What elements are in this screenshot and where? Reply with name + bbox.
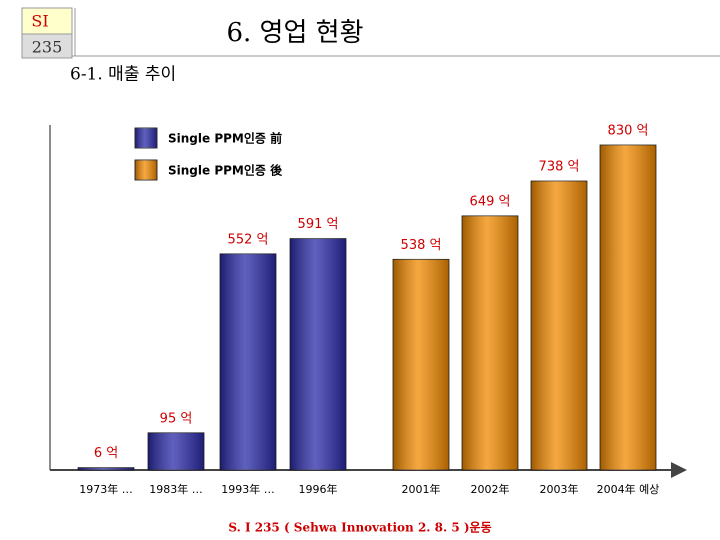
- x-tick-label: 2004年 예상: [597, 482, 660, 496]
- x-tick-label: 1973年 …: [79, 482, 133, 496]
- value-label: 6 억: [94, 446, 118, 461]
- value-label: 830 억: [608, 124, 649, 139]
- bar-shine: [393, 259, 449, 470]
- title: 6. 영업 현황: [226, 18, 363, 48]
- value-label: 95 억: [160, 411, 193, 426]
- x-tick-label: 1996年: [299, 482, 338, 496]
- value-label: 591 억: [298, 217, 339, 232]
- bar-shine: [462, 215, 518, 470]
- value-label: 538 억: [401, 238, 442, 253]
- subtitle: 6-1. 매출 추이: [70, 65, 176, 85]
- badge-top: SI: [31, 12, 48, 31]
- bar-shine: [531, 181, 587, 470]
- bar-shine: [290, 238, 346, 470]
- badge-bottom: 235: [32, 38, 63, 57]
- bar-shine: [220, 253, 276, 470]
- legend-swatch-shine: [135, 160, 157, 180]
- badge-bottom-box: [21, 33, 73, 59]
- footer: S. I 235 ( Sehwa Innovation 2. 8. 5 )운동: [228, 520, 491, 535]
- legend-label: Single PPM인증 後: [168, 163, 283, 178]
- x-tick-label: 2001年: [402, 482, 441, 496]
- bar-shine: [78, 467, 134, 470]
- legend-swatch-shine: [135, 128, 157, 148]
- x-tick-label: 1993年 …: [221, 482, 275, 496]
- x-tick-label: 2002年: [471, 482, 510, 496]
- x-tick-label: 1983年 …: [149, 482, 203, 496]
- x-tick-label: 2003年: [540, 482, 579, 496]
- value-label: 738 억: [539, 160, 580, 175]
- value-label: 552 억: [228, 232, 269, 247]
- bar-shine: [600, 145, 656, 470]
- legend-label: Single PPM인증 前: [168, 131, 282, 146]
- value-label: 649 억: [470, 194, 511, 209]
- badge-top-box: [21, 7, 73, 35]
- bar-shine: [148, 432, 204, 470]
